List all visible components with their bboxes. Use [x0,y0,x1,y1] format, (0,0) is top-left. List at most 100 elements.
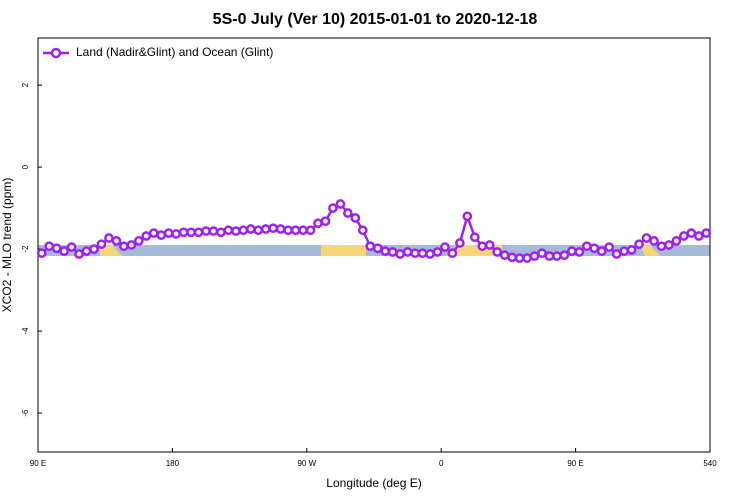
chart-title: 5S-0 July (Ver 10) 2015-01-01 to 2020-12… [213,11,538,28]
data-point [641,233,652,243]
data-point [104,233,114,243]
data-point [372,243,383,254]
data-point [163,228,174,238]
data-point [275,224,286,234]
data-point [305,225,316,236]
data-point [402,247,413,257]
data-point [350,213,361,223]
data-point [238,225,249,236]
x-tick-label: 90 E [30,459,46,468]
data-point [36,248,47,259]
data-point [81,246,92,256]
data-point [245,224,256,234]
data-point [440,242,450,252]
x-tick-label: 90 E [567,459,583,468]
land-band [100,245,122,256]
x-axis-label: Longitude (deg E) [326,476,421,490]
y-tick-label: 0 [21,164,30,169]
data-point [544,251,555,261]
data-point [357,225,368,236]
data-point [335,199,346,209]
data-point [365,241,376,252]
data-point [417,248,428,259]
data-point [59,246,69,256]
x-tick-label: 0 [439,459,444,468]
y-axis-label: XCO2 - MLO trend (ppm) [0,178,14,313]
x-tick-label: 180 [166,459,180,468]
data-point [231,226,241,236]
data-point [701,228,712,238]
data-point [469,232,480,243]
x-tick-label: 540 [703,459,717,468]
data-point [186,227,196,238]
data-point [171,229,181,239]
data-point [111,236,122,246]
data-point [589,243,600,254]
data-point [290,225,301,236]
y-tick-label: 2 [21,82,30,87]
x-tick-label: 90 W [297,459,316,468]
data-point [477,241,488,252]
land-band [640,245,660,256]
data-point [552,251,562,261]
data-point [44,241,55,252]
data-point [156,230,167,241]
y-tick-label: -6 [21,409,30,417]
data-point [567,246,577,256]
data-point [604,242,615,252]
data-point [499,250,510,261]
data-point [432,247,443,257]
data-point [201,226,211,236]
data-point [148,228,159,238]
data-point [380,246,391,256]
data-point [66,242,77,252]
data-point [484,240,495,250]
legend-label: Land (Nadir&Glint) and Ocean (Glint) [76,45,273,59]
data-point [253,225,264,236]
data-point [581,241,592,252]
data-point [679,231,689,241]
data-point [74,249,84,259]
data-point [298,225,308,236]
data-point [425,249,435,259]
data-point [649,236,659,246]
data-point [283,225,293,236]
data-point [193,227,204,238]
data-point [447,248,458,259]
data-point [395,249,405,259]
data-point [410,248,420,259]
data-point [522,253,532,263]
data-point [216,227,226,238]
data-point [313,218,323,229]
data-point [178,227,189,238]
data-point [223,225,234,236]
data-point [343,208,353,218]
data-point [96,239,107,250]
data-point [119,241,129,252]
data-point [596,246,607,256]
data-point [208,226,219,236]
data-point [619,246,629,256]
data-point [126,240,137,250]
data-point [462,211,473,222]
data-point [514,253,525,263]
data-point [89,244,99,254]
data-point [51,243,62,254]
data-point [492,247,503,257]
data-point [671,236,682,246]
data-point [387,247,398,257]
data-point [328,203,338,213]
y-tick-label: -4 [21,327,30,335]
data-point [686,228,697,238]
data-point [268,223,279,234]
legend-marker [50,47,62,59]
data-point [141,231,152,241]
data-point [664,240,674,250]
data-point [626,245,637,255]
plot-frame [37,37,711,453]
data-point [320,216,331,227]
data-point [455,238,465,248]
data-point [693,231,704,241]
y-tick-label: -2 [21,245,30,253]
